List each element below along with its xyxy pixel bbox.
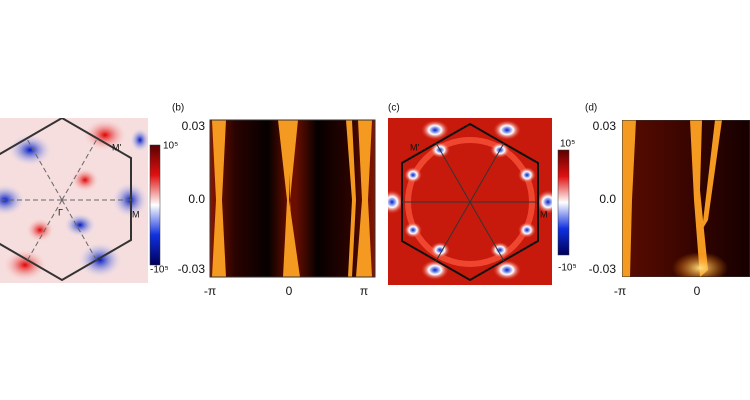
panel-label: (b) — [172, 103, 184, 114]
y-tick-label: 0.03 — [593, 119, 617, 133]
x-tick-label: 0 — [286, 284, 293, 298]
point-label: M' — [410, 142, 419, 152]
x-tick-label: 0 — [694, 284, 701, 298]
point-label: M' — [112, 142, 121, 152]
panel-a-map — [0, 118, 148, 283]
x-tick-label: -π — [204, 284, 216, 298]
y-tick-label: -0.03 — [589, 262, 617, 276]
x-tick-label: π — [360, 284, 368, 298]
point-label: M — [540, 209, 548, 219]
colorbar-label: -10⁵ — [150, 265, 169, 276]
point-label: M — [132, 209, 140, 219]
y-tick-label: 0.0 — [599, 192, 616, 206]
colorbar-label: 10⁵ — [560, 139, 575, 150]
panel-c-map — [388, 118, 552, 285]
panel-label: (c) — [388, 103, 400, 114]
colorbar — [557, 149, 570, 256]
panel-label: (d) — [585, 103, 597, 114]
colorbar-label: -10⁵ — [558, 263, 577, 274]
panel-d-plot — [622, 120, 750, 277]
colorbar-label: 10⁵ — [163, 141, 178, 152]
panel-b-plot — [209, 119, 376, 278]
y-tick-label: 0.0 — [188, 192, 205, 206]
y-tick-label: -0.03 — [178, 262, 206, 276]
x-tick-label: -π — [614, 284, 626, 298]
colorbar — [149, 144, 161, 266]
point-label: Γ — [58, 207, 63, 217]
y-tick-label: 0.03 — [182, 119, 206, 133]
